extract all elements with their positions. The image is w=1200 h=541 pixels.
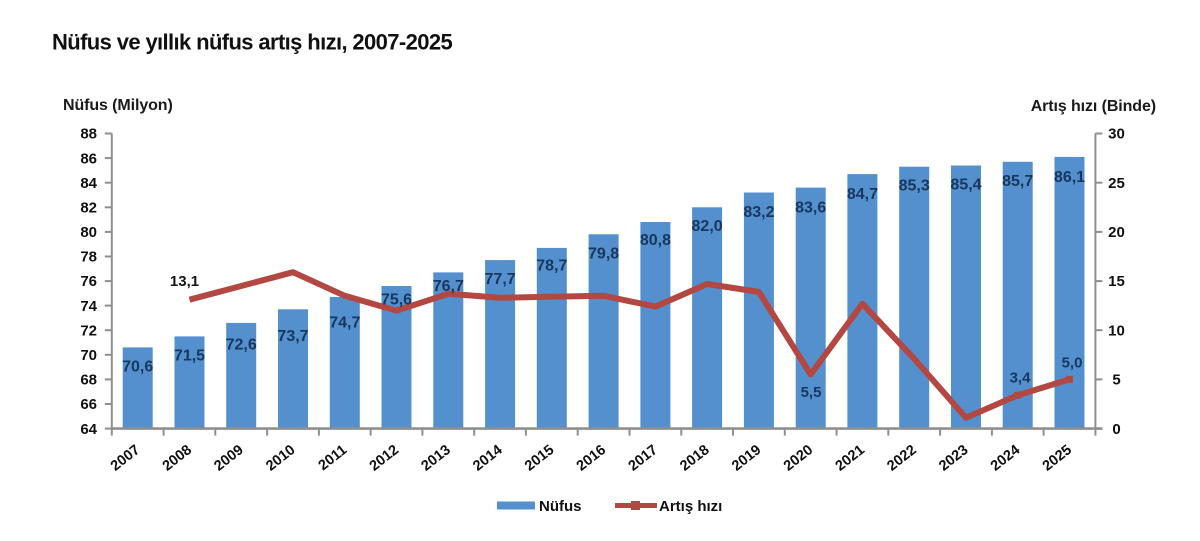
svg-text:66: 66	[80, 396, 97, 413]
svg-text:Artış hızı: Artış hızı	[659, 498, 722, 515]
svg-text:0: 0	[1112, 421, 1120, 438]
svg-text:76,7: 76,7	[433, 278, 464, 295]
svg-text:72: 72	[80, 322, 97, 339]
svg-text:5: 5	[1112, 372, 1120, 389]
svg-text:20: 20	[1108, 224, 1125, 241]
svg-text:70: 70	[80, 347, 97, 364]
svg-text:5,5: 5,5	[801, 384, 822, 401]
svg-text:73,7: 73,7	[277, 328, 308, 345]
svg-text:Artış hızı (Binde): Artış hızı (Binde)	[1031, 98, 1156, 115]
svg-text:68: 68	[80, 372, 97, 389]
svg-text:30: 30	[1108, 126, 1125, 143]
svg-text:85,4: 85,4	[950, 177, 981, 194]
svg-text:85,3: 85,3	[899, 178, 930, 195]
svg-text:83,6: 83,6	[795, 200, 826, 217]
svg-text:88: 88	[80, 126, 97, 143]
svg-text:10: 10	[1108, 322, 1125, 339]
svg-text:13,1: 13,1	[170, 273, 199, 290]
svg-text:79,8: 79,8	[588, 245, 619, 262]
svg-text:Nüfus ve yıllık nüfus artış hı: Nüfus ve yıllık nüfus artış hızı, 2007-2…	[52, 30, 452, 55]
svg-text:75,6: 75,6	[381, 292, 412, 309]
svg-text:80: 80	[80, 224, 97, 241]
svg-text:77,7: 77,7	[485, 271, 516, 288]
svg-text:Nüfus (Milyon): Nüfus (Milyon)	[63, 97, 173, 114]
svg-text:86,1: 86,1	[1054, 169, 1085, 186]
svg-text:82,0: 82,0	[692, 218, 723, 235]
svg-text:78: 78	[80, 249, 97, 266]
svg-text:72,6: 72,6	[226, 336, 257, 353]
svg-text:15: 15	[1108, 273, 1125, 290]
svg-text:85,7: 85,7	[1002, 173, 1033, 190]
svg-text:Nüfus: Nüfus	[539, 498, 582, 515]
svg-text:5,0: 5,0	[1062, 355, 1083, 372]
svg-text:76: 76	[80, 273, 97, 290]
svg-text:74: 74	[80, 298, 97, 315]
svg-text:70,6: 70,6	[122, 358, 153, 375]
svg-text:78,7: 78,7	[536, 257, 567, 274]
svg-text:84: 84	[80, 175, 97, 192]
svg-text:83,2: 83,2	[743, 204, 774, 221]
svg-text:3,4: 3,4	[1010, 370, 1032, 387]
svg-text:86: 86	[80, 150, 97, 167]
svg-text:84,7: 84,7	[847, 186, 878, 203]
svg-text:71,5: 71,5	[174, 347, 205, 364]
svg-text:80,8: 80,8	[640, 232, 671, 249]
svg-text:25: 25	[1108, 175, 1125, 192]
svg-text:64: 64	[80, 421, 97, 438]
svg-text:74,7: 74,7	[329, 315, 360, 332]
svg-text:82: 82	[80, 200, 97, 217]
